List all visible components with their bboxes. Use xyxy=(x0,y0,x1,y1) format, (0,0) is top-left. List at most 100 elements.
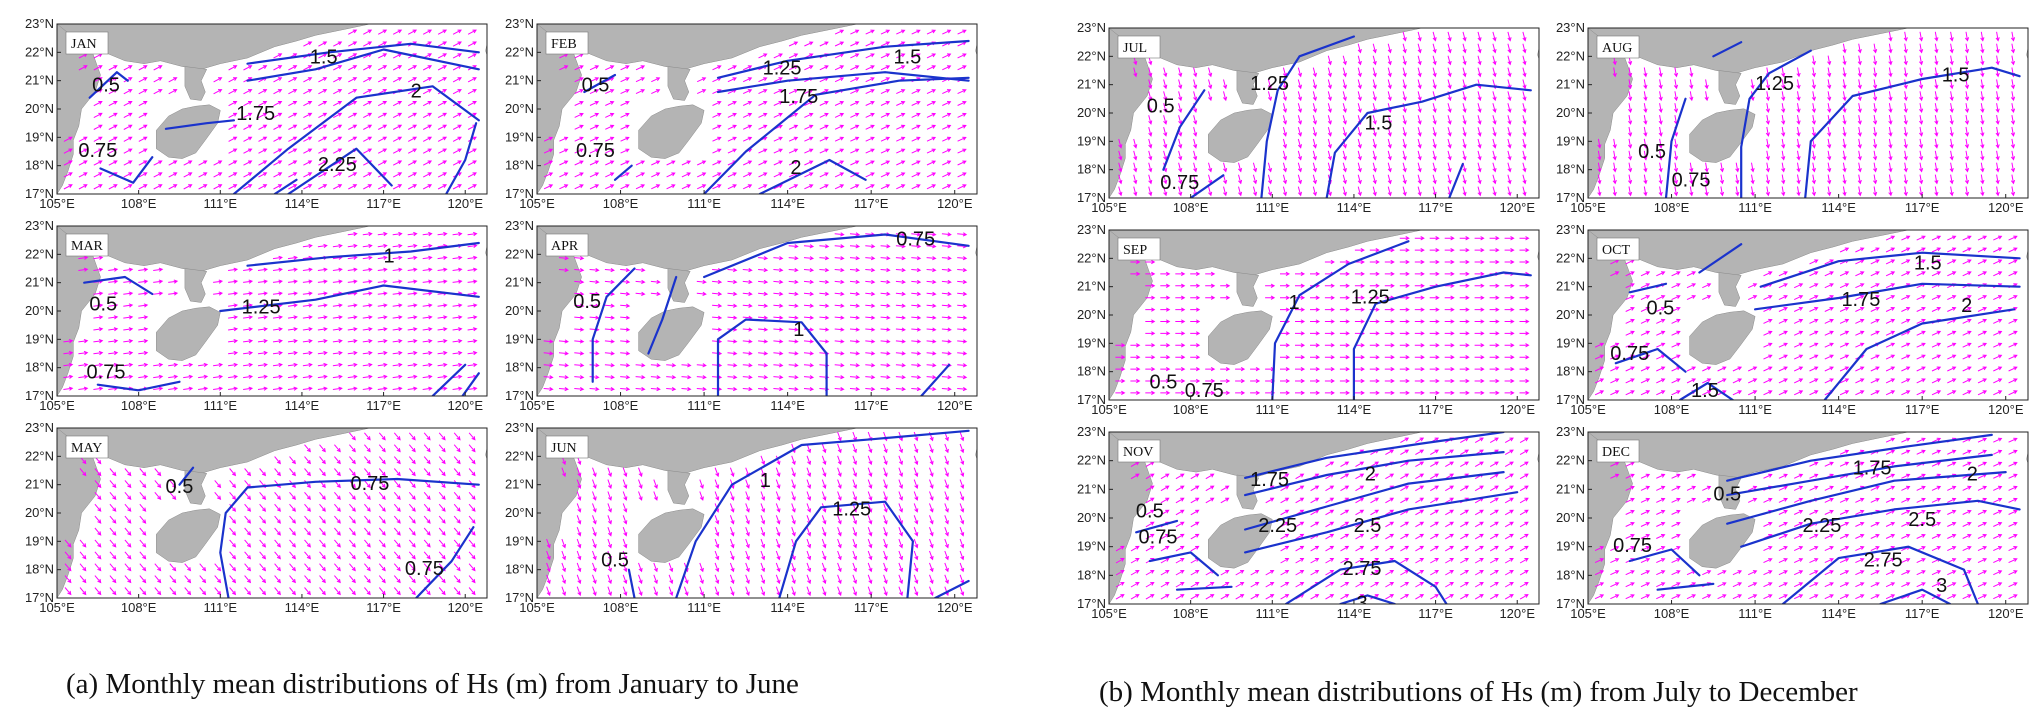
direction-arrow xyxy=(929,527,934,537)
direction-arrow xyxy=(1824,342,1834,348)
direction-arrow xyxy=(378,527,386,536)
direction-arrow xyxy=(1962,594,1972,600)
direction-arrow xyxy=(896,53,906,59)
direction-arrow xyxy=(274,503,281,512)
direction-arrow xyxy=(1460,509,1470,516)
direction-arrow xyxy=(911,351,922,356)
direction-arrow xyxy=(834,232,845,237)
direction-arrow xyxy=(79,551,87,560)
direction-arrow xyxy=(1504,319,1515,324)
direction-arrow xyxy=(1763,522,1773,527)
direction-arrow xyxy=(1462,186,1467,197)
contour-line xyxy=(1781,545,1980,604)
direction-arrow xyxy=(93,303,104,308)
direction-arrow xyxy=(911,148,921,154)
direction-arrow xyxy=(1809,594,1819,600)
direction-arrow xyxy=(1888,150,1893,161)
direction-arrow xyxy=(1977,318,1988,324)
direction-arrow xyxy=(1118,186,1123,197)
map-panel-jan: 0.50.751.51.7522.25JAN17°N18°N19°N20°N21… xyxy=(25,16,488,211)
peninsula-leizhou xyxy=(1718,272,1742,307)
lat-tick-label: 19°N xyxy=(1556,133,1585,148)
direction-arrow xyxy=(1399,259,1410,265)
direction-arrow xyxy=(377,386,388,391)
direction-arrow xyxy=(1640,534,1651,539)
direction-arrow xyxy=(377,77,388,83)
direction-arrow xyxy=(1417,79,1422,90)
direction-arrow xyxy=(1919,103,1924,114)
direction-arrow xyxy=(788,303,799,308)
contour-line xyxy=(1823,308,2016,400)
direction-arrow xyxy=(1962,307,1972,312)
direction-arrow xyxy=(1594,570,1605,576)
direction-arrow xyxy=(834,256,845,261)
direction-arrow xyxy=(926,53,937,59)
hs-contours xyxy=(1162,35,1532,198)
direction-arrow xyxy=(1342,150,1347,161)
direction-arrow xyxy=(742,291,753,296)
direction-arrow xyxy=(138,148,148,154)
direction-arrow xyxy=(788,172,799,178)
direction-arrow xyxy=(1673,162,1679,173)
direction-arrow xyxy=(574,386,585,392)
direction-arrow xyxy=(1842,162,1847,173)
direction-arrow xyxy=(944,562,949,573)
lon-tick-label: 120°E xyxy=(1988,606,2024,621)
direction-arrow xyxy=(1445,558,1454,564)
direction-arrow xyxy=(1993,473,2003,479)
direction-arrow xyxy=(1384,378,1395,384)
direction-arrow xyxy=(378,491,386,501)
direction-arrow xyxy=(758,315,769,320)
direction-arrow xyxy=(1460,545,1470,552)
direction-arrow xyxy=(926,291,937,296)
direction-arrow xyxy=(1354,378,1365,384)
direction-arrow xyxy=(303,136,313,142)
direction-arrow xyxy=(1339,390,1350,396)
direction-arrow xyxy=(1310,319,1321,324)
direction-arrow xyxy=(1295,295,1306,300)
direction-arrow xyxy=(437,350,448,356)
direction-arrow xyxy=(576,574,582,585)
direction-arrow xyxy=(1519,390,1530,396)
direction-arrow xyxy=(1809,259,1819,265)
direction-arrow xyxy=(1885,582,1896,588)
direction-arrow xyxy=(788,65,799,71)
direction-arrow xyxy=(1444,343,1455,348)
direction-arrow xyxy=(1208,162,1213,173)
direction-arrow xyxy=(109,527,117,536)
direction-arrow xyxy=(1459,331,1470,336)
direction-arrow xyxy=(1474,319,1485,324)
direction-arrow xyxy=(437,374,448,379)
direction-arrow xyxy=(123,339,134,344)
direction-arrow xyxy=(758,291,769,296)
direction-arrow xyxy=(1160,378,1171,384)
direction-arrow xyxy=(1444,331,1455,336)
direction-arrow xyxy=(1385,594,1395,600)
direction-arrow xyxy=(1671,330,1681,336)
contour-line xyxy=(1325,83,1532,198)
direction-arrow xyxy=(1931,509,1942,515)
direction-arrow xyxy=(304,527,311,536)
direction-arrow xyxy=(1148,79,1153,90)
coastline-china xyxy=(537,428,859,474)
direction-arrow xyxy=(650,375,661,380)
direction-arrow xyxy=(758,279,769,285)
direction-arrow xyxy=(1444,283,1455,288)
direction-arrow xyxy=(1130,259,1141,265)
direction-arrow xyxy=(760,574,766,585)
direction-arrow xyxy=(438,456,446,465)
direction-arrow xyxy=(377,89,388,95)
direction-arrow xyxy=(666,386,677,392)
direction-arrow xyxy=(63,339,74,344)
direction-arrow xyxy=(1977,247,1988,253)
contour-line xyxy=(246,241,480,267)
direction-arrow xyxy=(453,551,461,560)
direction-arrow xyxy=(1765,174,1770,185)
direction-arrow xyxy=(1839,271,1850,277)
direction-arrow xyxy=(318,136,328,142)
direction-arrow xyxy=(317,267,328,272)
direction-arrow xyxy=(895,267,906,273)
direction-arrow xyxy=(880,112,891,118)
direction-arrow xyxy=(561,538,566,549)
contour-line xyxy=(591,267,636,383)
